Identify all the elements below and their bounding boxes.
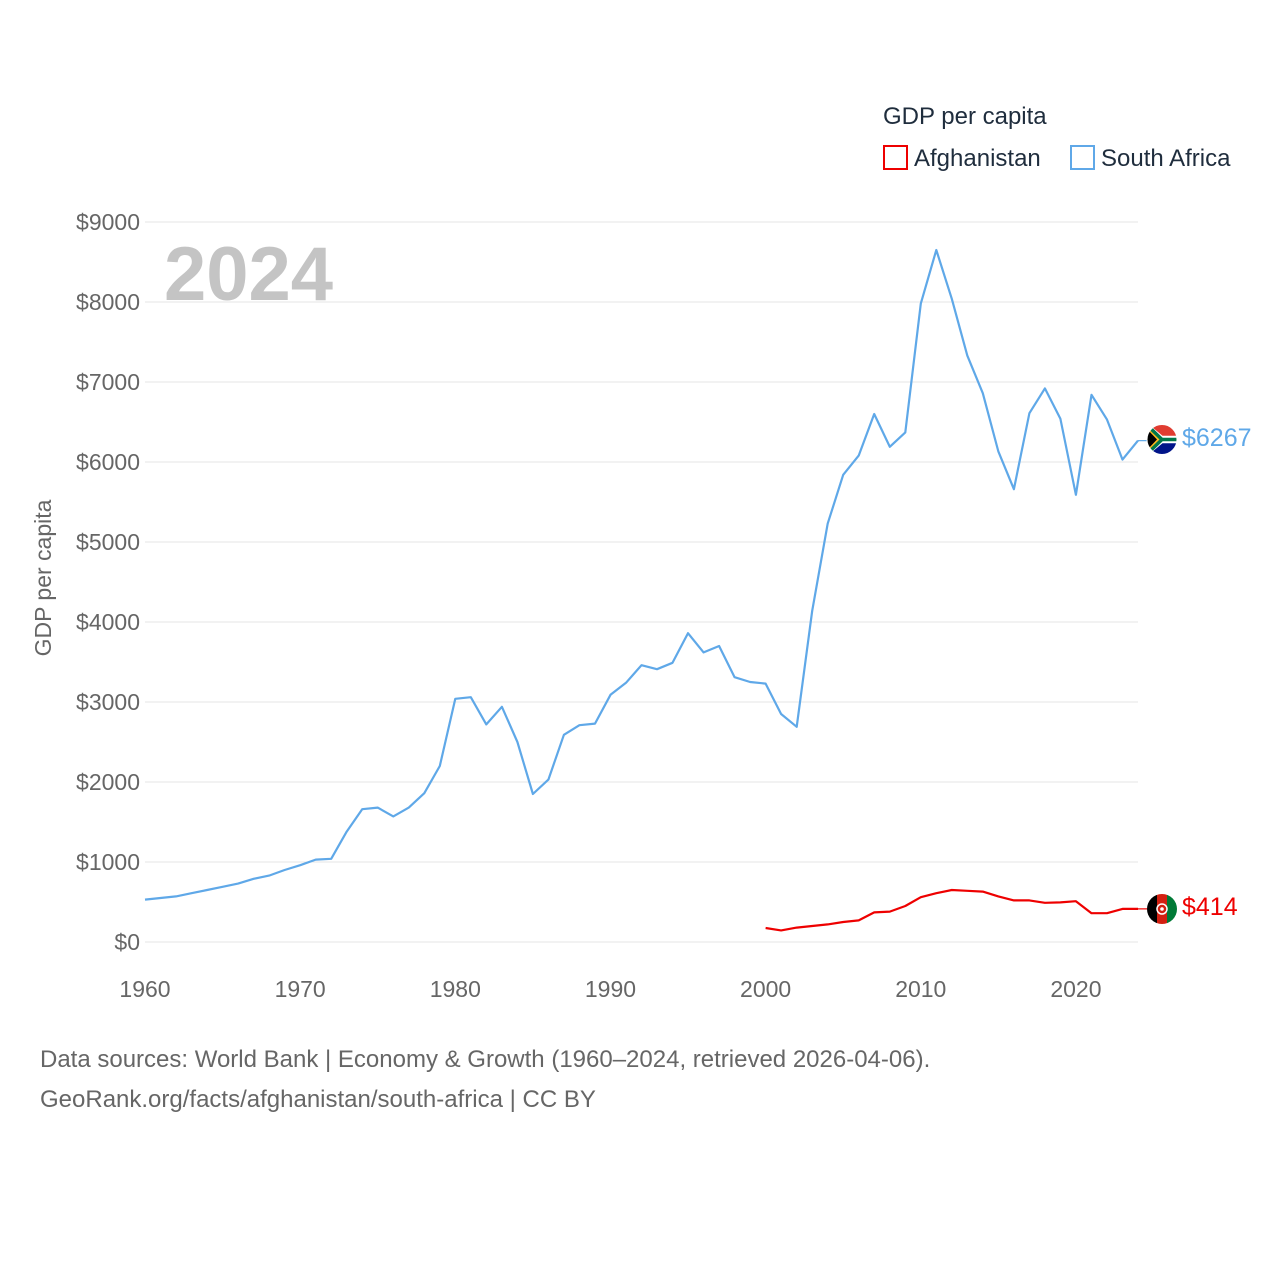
afghanistan-flag-icon <box>1147 894 1177 924</box>
y-tick-label: $0 <box>114 929 140 955</box>
series-lines <box>144 248 1147 932</box>
series-line-afghanistan <box>765 888 1138 932</box>
x-tick-label: 1980 <box>430 976 481 1002</box>
legend-item-afghanistan[interactable]: Afghanistan <box>883 145 1041 172</box>
y-tick-label: $7000 <box>76 369 140 395</box>
legend-swatch-south-africa <box>1070 145 1095 170</box>
x-tick-label: 2020 <box>1050 976 1101 1002</box>
x-tick-label: 1970 <box>275 976 326 1002</box>
y-tick-label: $8000 <box>76 289 140 315</box>
x-tick-label: 2010 <box>895 976 946 1002</box>
data-source-note: Data sources: World Bank | Economy & Gro… <box>40 1040 1240 1120</box>
legend-label-afghanistan: Afghanistan <box>914 145 1041 172</box>
gridlines <box>145 221 1138 943</box>
y-axis-title: GDP per capita <box>30 499 56 656</box>
gdp-per-capita-chart: GDP per capita Afghanistan South Africa … <box>30 103 1252 1002</box>
end-label-afghanistan: $414 <box>1182 893 1238 921</box>
legend-label-south-africa: South Africa <box>1101 145 1231 172</box>
y-axis-ticks: $0 $1000 $2000 $3000 $4000 $5000 $6000 $7000 $80… <box>76 209 140 955</box>
y-tick-label: $6000 <box>76 449 140 475</box>
legend-item-south-africa[interactable]: South Africa <box>1070 145 1231 172</box>
credit-line[interactable]: GeoRank.org/facts/afghanistan/south-afri… <box>40 1086 596 1113</box>
y-tick-label: $9000 <box>76 209 140 235</box>
source-line: Data sources: World Bank | Economy & Gro… <box>40 1046 931 1073</box>
y-tick-label: $3000 <box>76 689 140 715</box>
legend-title: GDP per capita <box>883 103 1047 130</box>
legend-swatch-afghanistan <box>883 145 908 170</box>
series-line-south-africa <box>144 248 1139 901</box>
south-africa-flag-icon <box>1147 424 1177 455</box>
y-tick-label: $1000 <box>76 849 140 875</box>
y-tick-label: $4000 <box>76 609 140 635</box>
x-tick-label: 1960 <box>119 976 170 1002</box>
y-tick-label: $2000 <box>76 769 140 795</box>
end-label-south-africa: $6267 <box>1182 424 1252 452</box>
year-label: 2024 <box>164 232 333 317</box>
x-tick-label: 2000 <box>740 976 791 1002</box>
x-axis-ticks: 1960 1970 1980 1990 2000 2010 2020 <box>119 976 1101 1002</box>
x-tick-label: 1990 <box>585 976 636 1002</box>
south-africa-flag-border <box>1146 424 1178 455</box>
y-tick-label: $5000 <box>76 529 140 555</box>
